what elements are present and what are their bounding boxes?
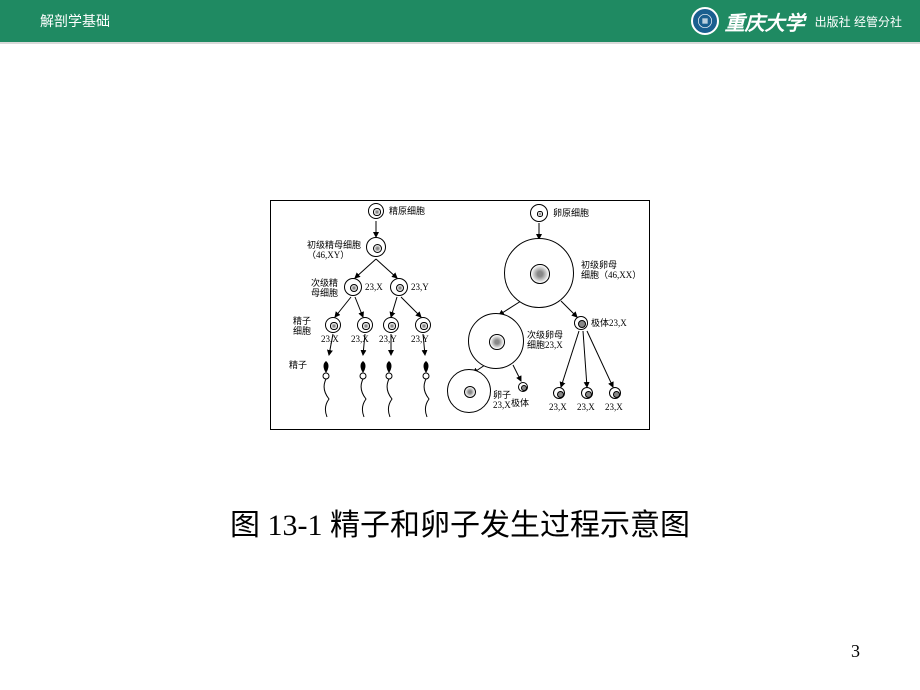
university-name: 重庆大学 [725, 7, 805, 36]
diagram-label: 精原细胞 [389, 207, 425, 217]
sperm-cell-icon [317, 359, 335, 419]
diagram-label: 卵原细胞 [553, 209, 589, 219]
diagram-label: 23,X [365, 283, 383, 293]
egg-egg [447, 369, 491, 413]
sperm-tid4 [415, 317, 431, 333]
diagram-label: 23,X [609, 319, 627, 329]
diagram-label: 23,X [605, 403, 623, 413]
sperm-prim [366, 237, 386, 257]
diagram-label: 次级卵母细胞23,X [527, 331, 563, 351]
sperm-cell-icon [417, 359, 435, 419]
sperm-sec2 [390, 278, 408, 296]
publisher-text: 出版社 经管分社 [815, 13, 902, 30]
header-divider [0, 42, 920, 44]
university-logo-icon [691, 7, 719, 35]
sperm-cell-icon [354, 359, 372, 419]
sperm-gon [368, 203, 384, 219]
gametogenesis-diagram: 精原细胞初级精母细胞（46,XY） 次级精母细胞 23,X 23,Y 精子细胞 23,X 2… [271, 201, 649, 429]
diagram-label: 卵子23,X [493, 391, 511, 411]
diagram-label: 23,X [351, 335, 369, 345]
sperm-tid1 [325, 317, 341, 333]
polar-pb [518, 382, 528, 392]
diagram-label: 次级精母细胞 [311, 279, 338, 299]
diagram-label: 23,Y [411, 283, 429, 293]
sperm-cell-icon [380, 359, 398, 419]
diagram-label: 精子细胞 [293, 317, 311, 337]
diagram-label: 精子 [289, 361, 307, 371]
diagram-label: 极体 [591, 319, 609, 329]
polar-p2b [581, 387, 593, 399]
slide-header: 解剖学基础 重庆大学 出版社 经管分社 [0, 0, 920, 42]
sperm-tid2 [357, 317, 373, 333]
page-number: 3 [851, 641, 860, 662]
header-title: 解剖学基础 [40, 11, 110, 31]
sperm-tid3 [383, 317, 399, 333]
diagram-label: 23,Y [411, 335, 429, 345]
diagram-label: 23,X [549, 403, 567, 413]
polar-p1 [574, 316, 588, 330]
diagram-label: 23,Y [379, 335, 397, 345]
diagram-label: 初级精母细胞（46,XY） [307, 241, 361, 261]
diagram-container: 精原细胞初级精母细胞（46,XY） 次级精母细胞 23,X 23,Y 精子细胞 23,X 2… [270, 200, 650, 430]
header-right: 重庆大学 出版社 经管分社 [691, 7, 902, 36]
sperm-sec1 [344, 278, 362, 296]
figure-caption: 图 13-1 精子和卵子发生过程示意图 [0, 500, 920, 544]
diagram-label: 初级卵母细胞（46,XX） [581, 261, 641, 281]
egg-prim [504, 238, 574, 308]
polar-p2a [553, 387, 565, 399]
egg-sec [468, 313, 524, 369]
diagram-label: 23,X [577, 403, 595, 413]
egg-gon [530, 204, 548, 222]
polar-p2c [609, 387, 621, 399]
diagram-label: 23,X [321, 335, 339, 345]
diagram-label: 极体 [511, 399, 529, 409]
